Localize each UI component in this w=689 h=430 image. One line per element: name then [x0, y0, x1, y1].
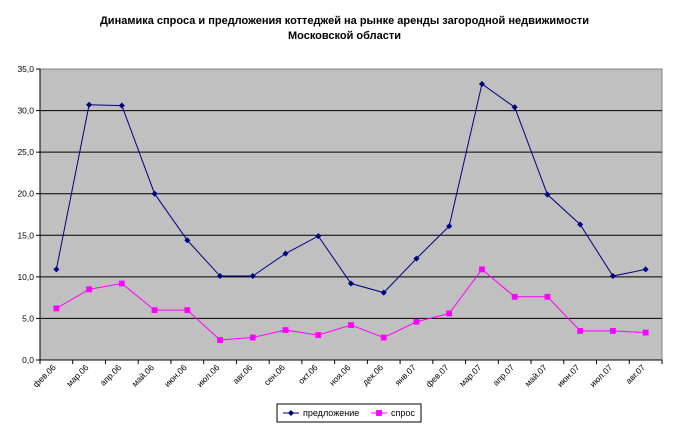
- x-tick-label: июл.07: [588, 362, 615, 389]
- x-tick-label: янв.07: [393, 362, 418, 387]
- x-tick-label: фев.06: [31, 362, 58, 389]
- series-1: [53, 80, 649, 296]
- legend-label: спрос: [391, 408, 415, 418]
- chart-title-line2: Московской области: [287, 30, 402, 42]
- x-tick-label: ноя.06: [327, 362, 353, 388]
- y-tick-label: 5,0: [22, 313, 34, 323]
- legend-box: [276, 403, 422, 423]
- x-tick-label: июн.07: [555, 362, 582, 389]
- chart-title: Динамика спроса и предложения коттеджей …: [0, 14, 689, 44]
- x-tick-label: апр.07: [491, 362, 517, 388]
- y-tick-label: 15,0: [17, 230, 34, 240]
- data-point: [282, 327, 289, 333]
- data-point: [544, 191, 551, 198]
- y-tick-label: 10,0: [17, 272, 34, 282]
- data-point: [446, 310, 453, 317]
- data-point: [217, 273, 224, 280]
- data-point: [86, 286, 93, 293]
- x-tick-label: апр.06: [98, 362, 124, 388]
- data-point: [86, 101, 93, 108]
- data-point: [413, 318, 420, 325]
- data-point: [479, 266, 485, 273]
- plot-background: [39, 68, 663, 361]
- x-tick-label: май.07: [523, 362, 549, 388]
- x-tick-label: авг.07: [624, 362, 648, 386]
- data-point: [282, 250, 289, 257]
- data-point: [151, 190, 158, 197]
- data-point: [347, 280, 355, 287]
- legend-marker: [287, 409, 295, 417]
- data-point: [380, 334, 387, 341]
- x-tick-label: июн.06: [162, 362, 189, 389]
- x-tick-label: июл.06: [195, 362, 222, 389]
- data-point: [511, 293, 518, 300]
- x-tick-label: фев.07: [424, 362, 451, 389]
- x-tick-label: дек.06: [360, 362, 385, 387]
- legend: предложение спрос: [276, 403, 422, 423]
- data-point: [184, 237, 191, 244]
- data-point: [380, 289, 387, 296]
- x-tick-label: окт.06: [296, 362, 320, 386]
- data-point: [217, 337, 223, 343]
- chart-title-line1: Динамика спроса и предложения коттеджей …: [99, 15, 590, 27]
- y-tick-label: 30,0: [17, 106, 34, 116]
- data-point: [53, 305, 60, 312]
- x-tick-label: мар.07: [457, 362, 483, 388]
- plot-area: [39, 68, 663, 361]
- y-tick-label: 25,0: [17, 147, 34, 157]
- x-tick-label: мар.06: [64, 362, 90, 388]
- data-point: [53, 266, 60, 273]
- y-tick-label: 20,0: [17, 189, 34, 199]
- data-point: [348, 322, 354, 328]
- data-point: [249, 273, 256, 280]
- data-point: [184, 307, 191, 314]
- data-point: [478, 80, 485, 87]
- x-tick-label: авг.06: [231, 362, 255, 386]
- x-tick-label: сен.06: [262, 362, 287, 387]
- y-tick-label: 35,0: [17, 64, 34, 74]
- series-2: [53, 266, 649, 343]
- data-point: [577, 327, 584, 334]
- data-point: [446, 223, 453, 230]
- data-point: [609, 327, 616, 334]
- data-point: [315, 233, 322, 240]
- data-point: [642, 266, 649, 273]
- x-tick-label: май.06: [130, 362, 156, 388]
- data-point: [544, 293, 551, 300]
- series-group: [53, 80, 649, 343]
- data-point: [609, 273, 616, 280]
- data-point: [413, 255, 420, 262]
- data-point: [249, 334, 256, 341]
- data-point: [151, 307, 158, 314]
- legend-label: предложение: [303, 408, 359, 418]
- y-tick-label: 0,0: [22, 355, 34, 365]
- data-point: [642, 329, 649, 336]
- data-point: [511, 104, 518, 111]
- data-point: [577, 221, 584, 228]
- data-point: [118, 280, 125, 287]
- legend-marker: [376, 410, 382, 416]
- data-point: [315, 332, 322, 338]
- data-point: [118, 102, 125, 109]
